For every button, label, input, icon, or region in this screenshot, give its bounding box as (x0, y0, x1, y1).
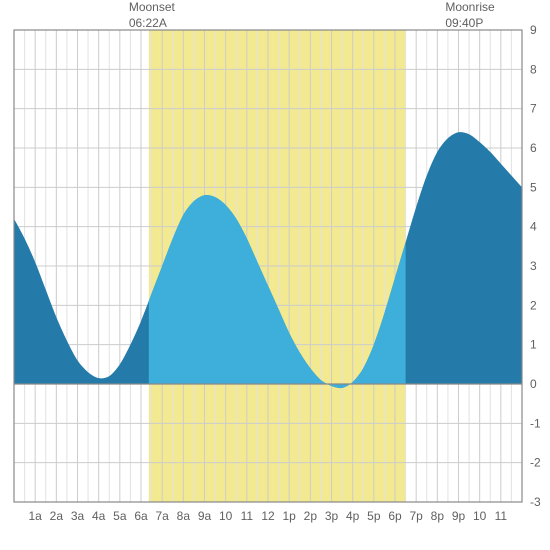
y-tick-label: 9 (530, 23, 537, 37)
x-tick-label: 10 (473, 509, 487, 523)
tide-chart: Moonset 06:22A Moonrise 09:40P -3-2-1012… (0, 0, 550, 550)
moonrise-annotation: Moonrise 09:40P (445, 0, 494, 31)
x-tick-label: 1p (282, 509, 296, 523)
x-tick-label: 7p (409, 509, 423, 523)
y-tick-label: 5 (530, 180, 537, 194)
y-tick-label: 2 (530, 298, 537, 312)
x-tick-label: 3a (71, 509, 85, 523)
x-tick-label: 11 (495, 509, 508, 523)
x-tick-label: 12 (261, 509, 275, 523)
y-tick-label: 6 (530, 141, 537, 155)
x-tick-label: 8p (431, 509, 445, 523)
y-tick-label: -2 (530, 456, 541, 470)
x-tick-label: 7a (155, 509, 169, 523)
x-tick-label: 5a (113, 509, 127, 523)
x-tick-label: 2p (304, 509, 318, 523)
x-tick-label: 5p (367, 509, 381, 523)
x-tick-label: 9a (198, 509, 212, 523)
y-tick-label: 3 (530, 259, 537, 273)
y-tick-label: 8 (530, 62, 537, 76)
x-tick-label: 6a (134, 509, 148, 523)
y-tick-label: 0 (530, 377, 537, 391)
y-tick-label: -3 (530, 495, 541, 509)
x-tick-label: 6p (388, 509, 402, 523)
x-tick-label: 11 (241, 509, 254, 523)
x-tick-label: 9p (452, 509, 466, 523)
x-tick-label: 4a (92, 509, 106, 523)
x-tick-label: 1a (28, 509, 42, 523)
y-tick-label: 1 (530, 338, 537, 352)
moonset-annotation: Moonset 06:22A (129, 0, 175, 31)
x-tick-label: 3p (325, 509, 339, 523)
moonset-time: 06:22A (129, 16, 175, 32)
x-tick-label: 10 (219, 509, 233, 523)
y-tick-label: 7 (530, 102, 537, 116)
y-tick-label: 4 (530, 220, 537, 234)
chart-svg: -3-2-101234567891a2a3a4a5a6a7a8a9a101112… (0, 0, 550, 550)
y-tick-label: -1 (530, 416, 541, 430)
x-tick-label: 8a (177, 509, 191, 523)
x-tick-label: 4p (346, 509, 360, 523)
x-tick-label: 2a (50, 509, 64, 523)
moonset-label: Moonset (129, 0, 175, 14)
moonrise-time: 09:40P (445, 16, 494, 32)
moonrise-label: Moonrise (445, 0, 494, 14)
